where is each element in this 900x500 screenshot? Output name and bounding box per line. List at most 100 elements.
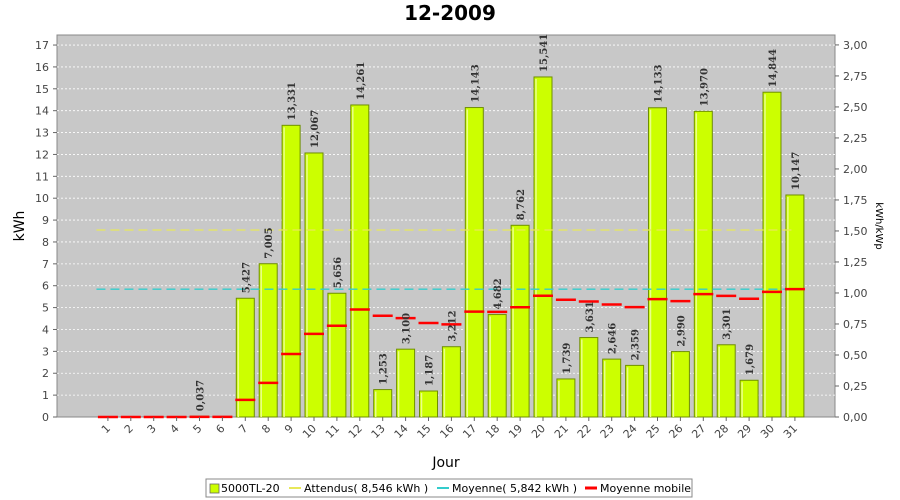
- data-labels: 0,037 5,427 7,005 13,331 12,067 5,656 14,261 1,…: [196, 34, 802, 412]
- x-tick-label: 15: [415, 422, 434, 441]
- x-tick-label: 21: [552, 422, 571, 441]
- y-right-tick-label: 2,25: [843, 132, 868, 145]
- x-tick-label: 7: [236, 422, 250, 436]
- data-label: 1,679: [745, 344, 756, 375]
- y-right-tick-label: 1,00: [843, 287, 868, 300]
- y-axis-right: 0,00 0,25 0,50 0,75 1,00 1,25 1,50 1,75 2,00 2,25…: [835, 39, 868, 424]
- data-label: 2,359: [631, 329, 642, 360]
- y-tick-label: 0: [42, 411, 49, 424]
- x-tick-label: 2: [122, 422, 136, 436]
- y-tick-label: 6: [42, 280, 49, 293]
- y-tick-label: 10: [35, 192, 49, 205]
- data-label: 15,541: [539, 34, 550, 72]
- x-tick-label: 8: [259, 422, 273, 436]
- data-label: 12,067: [310, 110, 321, 148]
- legend-swatch-bar: [209, 483, 220, 494]
- y-right-tick-label: 2,50: [843, 101, 868, 114]
- x-tick-label: 20: [529, 422, 548, 441]
- data-label: 3,100: [402, 313, 413, 344]
- data-label: 1,187: [425, 355, 436, 386]
- y-tick-label: 13: [35, 127, 49, 140]
- y-tick-label: 9: [42, 214, 49, 227]
- reference-lines: [96, 229, 795, 290]
- y-tick-label: 4: [42, 323, 49, 336]
- data-label: 13,970: [699, 68, 710, 106]
- x-tick-label: 10: [300, 422, 319, 441]
- y-right-tick-label: 0,50: [843, 349, 868, 362]
- y-right-tick-label: 3,00: [843, 39, 868, 52]
- y-axis-label-right: kWh/kWp: [873, 202, 884, 249]
- x-tick-label: 14: [392, 422, 411, 441]
- x-tick-label: 24: [621, 422, 640, 441]
- x-tick-label: 9: [282, 422, 296, 436]
- x-tick-label: 12: [346, 422, 365, 441]
- y-axis-label-left: kWh: [12, 211, 28, 242]
- x-tick-label: 30: [758, 422, 777, 441]
- x-axis: 1 2 3 4 5 6 7 8 9 10 11 12 13 14 15 16 17 18 19 20 21 22 23 24 2…: [99, 417, 800, 441]
- x-tick-label: 22: [575, 422, 594, 441]
- y-tick-label: 3: [42, 345, 49, 358]
- data-label: 5,427: [241, 262, 252, 293]
- y-right-tick-label: 0,25: [843, 380, 868, 393]
- data-label: 3,301: [722, 308, 733, 339]
- y-tick-label: 8: [42, 236, 49, 249]
- data-label: 14,133: [654, 64, 665, 102]
- y-right-tick-label: 2,00: [843, 163, 868, 176]
- x-tick-label: 31: [781, 422, 800, 441]
- x-tick-label: 26: [666, 422, 685, 441]
- x-tick-label: 23: [598, 422, 617, 441]
- y-right-tick-label: 0,75: [843, 318, 868, 331]
- data-label: 5,656: [333, 257, 344, 288]
- y-tick-label: 2: [42, 367, 49, 380]
- x-tick-label: 6: [213, 422, 227, 436]
- x-tick-label: 19: [506, 422, 525, 441]
- x-tick-label: 16: [437, 422, 456, 441]
- data-label: 10,147: [791, 152, 802, 190]
- legend-item-average: Moyenne( 5,842 kWh ): [452, 482, 577, 495]
- data-label: 2,990: [676, 315, 687, 346]
- data-label: 0,037: [196, 380, 207, 411]
- y-tick-label: 12: [35, 148, 49, 161]
- x-tick-label: 25: [644, 422, 663, 441]
- x-tick-label: 28: [712, 422, 731, 441]
- data-label: 14,143: [470, 64, 481, 102]
- y-tick-label: 15: [35, 83, 49, 96]
- y-right-tick-label: 1,50: [843, 225, 868, 238]
- y-right-tick-label: 0,00: [843, 411, 868, 424]
- data-label: 14,844: [768, 49, 779, 87]
- x-tick-label: 27: [689, 422, 708, 441]
- data-label: 7,005: [264, 227, 275, 258]
- x-tick-label: 3: [145, 422, 159, 436]
- data-label: 1,253: [379, 353, 390, 384]
- data-label: 8,762: [516, 189, 527, 220]
- y-tick-label: 14: [35, 105, 49, 118]
- moving-average-series: [97, 287, 805, 419]
- y-tick-label: 1: [42, 389, 49, 402]
- y-right-tick-label: 1,75: [843, 194, 868, 207]
- data-label: 13,331: [287, 82, 298, 120]
- legend: 5000TL-20 Attendus( 8,546 kWh ) Moyenne(…: [205, 478, 693, 498]
- y-tick-label: 5: [42, 302, 49, 315]
- y-tick-label: 17: [35, 39, 49, 52]
- x-tick-label: 18: [483, 422, 502, 441]
- data-label: 2,646: [608, 323, 619, 354]
- data-label: 3,212: [447, 310, 458, 341]
- x-tick-label: 5: [190, 422, 204, 436]
- legend-item-bars: 5000TL-20: [221, 482, 280, 495]
- y-tick-label: 11: [35, 170, 49, 183]
- y-right-tick-label: 2,75: [843, 70, 868, 83]
- y-tick-label: 7: [42, 258, 49, 271]
- data-label: 3,631: [585, 301, 596, 332]
- data-label: 1,739: [562, 343, 573, 374]
- legend-item-expected: Attendus( 8,546 kWh ): [304, 482, 428, 495]
- x-axis-label: Jour: [431, 455, 460, 471]
- x-tick-label: 13: [369, 422, 388, 441]
- x-tick-label: 11: [323, 422, 342, 441]
- data-label: 4,682: [493, 278, 504, 309]
- chart-title: 12-2009: [404, 1, 496, 25]
- x-tick-label: 1: [99, 422, 113, 436]
- x-tick-label: 4: [168, 422, 182, 436]
- y-right-tick-label: 1,25: [843, 256, 868, 269]
